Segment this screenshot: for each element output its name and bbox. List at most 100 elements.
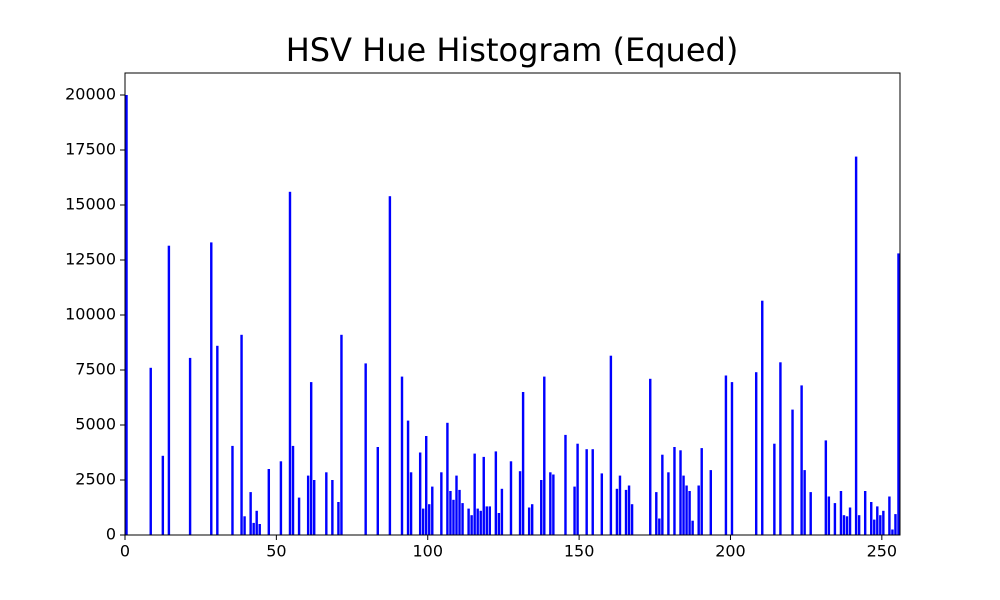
bar [655,492,658,535]
bar [530,504,534,535]
bar [809,492,812,535]
bar [461,503,464,535]
bar [376,447,379,535]
bar [891,529,894,535]
bar [754,372,758,535]
bar [518,471,522,535]
bar [509,461,513,535]
bar [467,508,470,535]
bar [364,363,367,535]
bar [406,420,410,535]
bar [803,470,806,535]
bar [839,491,843,535]
bar [337,502,340,535]
bar [573,486,576,535]
bar [691,520,694,535]
y-tick-label: 17500 [65,140,116,159]
bar [210,242,213,535]
bar [679,450,682,535]
axes-frame [124,72,901,536]
bar [431,486,434,535]
bar [827,496,831,535]
bar [870,502,873,535]
bar [309,382,313,535]
bar [428,504,431,535]
bar [730,382,734,535]
bar [624,489,628,535]
bar [761,300,764,535]
bar [897,253,900,535]
bar [252,522,255,535]
bar [649,378,652,535]
bar [267,469,271,535]
bar [552,474,555,535]
bar [258,524,261,535]
bar [125,95,128,535]
bar [564,434,567,535]
bar [615,488,619,535]
bar [449,491,452,535]
bar [446,422,449,535]
bar [630,504,634,535]
bar [249,492,252,535]
bar [527,507,531,535]
bar [340,334,343,535]
y-tick-label: 10000 [65,305,116,324]
x-tick-label: 150 [564,542,595,561]
x-tick-label: 0 [120,542,130,561]
y-tick-label: 0 [106,525,116,544]
bar [682,475,685,535]
bar [488,506,492,535]
bar [791,409,794,535]
bar [291,445,295,535]
bar [216,345,219,535]
bar [288,191,292,536]
bar [167,245,171,535]
x-tick-label: 100 [412,542,443,561]
bar [685,485,688,535]
bar [418,452,422,535]
bar [773,443,776,535]
bar [540,480,543,535]
bar [452,499,455,535]
bar [473,453,476,535]
bar [543,376,546,535]
bar [845,516,849,535]
bar [591,449,594,535]
bar [667,472,670,535]
bar [240,334,243,535]
bar [842,515,846,535]
x-tick-label: 200 [715,542,746,561]
bar [857,515,861,535]
bar [888,496,891,535]
bar [231,445,234,535]
bar [485,506,488,535]
bar [455,475,458,535]
bar [161,455,165,535]
bar [709,470,713,535]
bar [400,376,404,535]
x-tick-label: 250 [867,542,898,561]
bar [894,514,897,535]
bar [458,489,461,535]
y-tick-label: 2500 [75,470,116,489]
bar [470,515,473,535]
bar [494,451,498,535]
bar [882,510,885,535]
bar [440,472,443,535]
bar [297,497,301,535]
bar [576,443,579,535]
bar [848,507,852,535]
bar [585,449,588,535]
bar [476,508,479,535]
bar [409,472,413,535]
y-tick-label: 15000 [65,195,116,214]
bar [331,480,334,535]
bar [425,436,428,535]
y-tick-label: 7500 [75,360,116,379]
bar [873,519,876,535]
bar [854,156,858,535]
bar [658,518,661,535]
